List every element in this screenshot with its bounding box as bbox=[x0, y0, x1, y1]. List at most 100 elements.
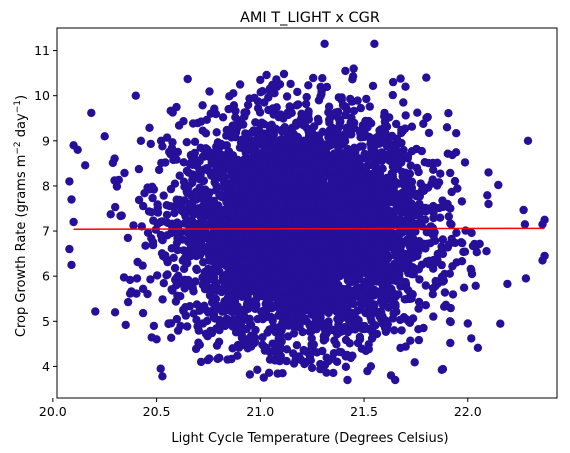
data-point bbox=[148, 193, 157, 203]
data-point bbox=[424, 158, 433, 168]
data-point bbox=[367, 225, 376, 235]
data-point bbox=[264, 93, 273, 102]
data-point bbox=[235, 80, 245, 89]
data-point bbox=[212, 341, 222, 350]
data-point bbox=[227, 307, 236, 316]
data-point bbox=[293, 87, 302, 97]
data-point bbox=[401, 256, 410, 266]
data-point bbox=[247, 146, 257, 156]
data-point bbox=[166, 106, 175, 116]
data-point bbox=[440, 269, 449, 279]
data-point bbox=[295, 314, 305, 324]
data-point bbox=[168, 286, 177, 295]
data-point bbox=[396, 74, 405, 83]
data-point bbox=[436, 169, 445, 178]
data-point bbox=[388, 170, 397, 179]
data-point bbox=[215, 326, 224, 335]
data-point bbox=[200, 285, 210, 294]
data-point bbox=[123, 233, 133, 243]
data-point bbox=[390, 326, 399, 335]
data-point bbox=[210, 215, 219, 224]
data-point bbox=[419, 323, 428, 333]
data-point bbox=[519, 205, 528, 215]
data-point bbox=[349, 106, 359, 116]
data-point bbox=[315, 159, 324, 168]
data-point bbox=[141, 241, 150, 250]
data-point bbox=[268, 104, 277, 113]
data-point bbox=[206, 109, 215, 118]
data-point bbox=[404, 190, 414, 200]
data-point bbox=[366, 298, 375, 307]
data-point bbox=[313, 114, 323, 124]
data-point bbox=[194, 326, 203, 335]
data-point bbox=[353, 96, 362, 105]
data-point bbox=[208, 265, 217, 274]
data-point bbox=[331, 238, 341, 247]
data-point bbox=[268, 339, 277, 348]
data-point bbox=[448, 150, 457, 160]
data-point bbox=[428, 290, 437, 299]
data-point bbox=[329, 349, 339, 358]
data-point bbox=[276, 300, 285, 309]
data-point bbox=[231, 283, 241, 292]
data-point bbox=[148, 182, 157, 191]
data-point bbox=[333, 127, 342, 136]
data-point bbox=[196, 143, 205, 152]
data-point bbox=[205, 354, 214, 363]
data-point bbox=[273, 369, 282, 378]
data-point bbox=[243, 344, 252, 353]
data-point bbox=[204, 199, 213, 208]
data-point bbox=[352, 221, 362, 230]
data-point bbox=[520, 220, 530, 229]
data-point bbox=[457, 197, 467, 206]
data-point bbox=[292, 101, 301, 110]
data-point bbox=[448, 290, 458, 299]
data-point bbox=[379, 268, 388, 278]
data-point bbox=[223, 130, 232, 140]
data-point bbox=[129, 221, 138, 230]
data-point bbox=[253, 365, 262, 374]
data-point bbox=[249, 202, 258, 211]
data-point bbox=[364, 345, 373, 354]
data-point bbox=[401, 111, 410, 120]
data-point bbox=[362, 163, 371, 172]
data-point bbox=[309, 122, 319, 131]
data-point bbox=[285, 102, 294, 111]
data-point bbox=[154, 165, 164, 175]
data-point bbox=[163, 270, 172, 279]
data-point bbox=[412, 192, 421, 201]
data-point bbox=[221, 248, 230, 258]
data-point bbox=[385, 176, 394, 185]
data-point bbox=[334, 115, 344, 124]
data-point bbox=[168, 138, 177, 147]
data-point bbox=[265, 121, 274, 131]
data-point bbox=[438, 235, 447, 244]
data-point bbox=[159, 191, 168, 200]
data-point bbox=[413, 108, 422, 117]
data-point bbox=[322, 353, 331, 362]
data-point bbox=[414, 335, 424, 345]
data-point bbox=[314, 132, 324, 141]
data-point bbox=[355, 335, 365, 344]
data-point bbox=[274, 334, 283, 343]
data-point bbox=[372, 140, 382, 149]
data-point bbox=[366, 313, 375, 322]
data-point bbox=[278, 198, 288, 207]
data-point bbox=[318, 74, 327, 83]
data-point bbox=[231, 328, 241, 337]
data-point bbox=[377, 307, 386, 317]
data-point bbox=[292, 192, 301, 201]
data-point bbox=[203, 316, 212, 326]
data-point bbox=[318, 346, 327, 356]
data-point bbox=[389, 150, 398, 159]
data-point bbox=[250, 211, 259, 221]
data-point bbox=[282, 356, 291, 366]
data-point bbox=[393, 257, 402, 266]
data-point bbox=[424, 128, 434, 138]
data-point bbox=[195, 174, 204, 184]
data-point bbox=[321, 140, 330, 149]
data-point bbox=[145, 123, 154, 132]
data-point bbox=[172, 155, 181, 164]
data-point bbox=[236, 193, 246, 202]
data-point bbox=[275, 146, 284, 155]
